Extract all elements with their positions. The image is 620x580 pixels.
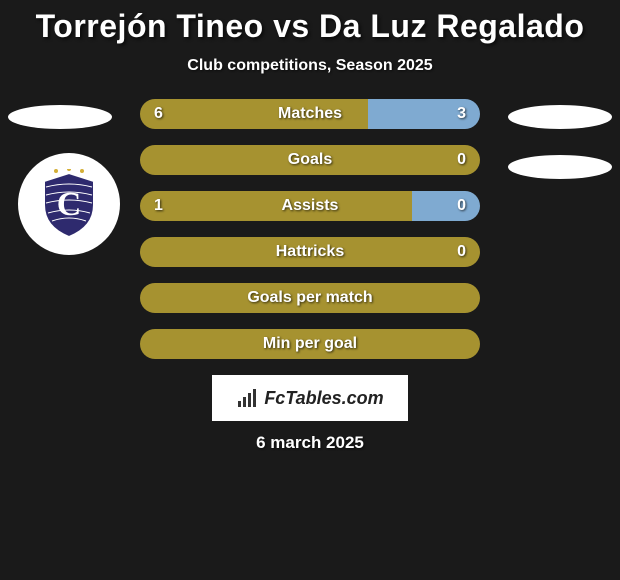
shield-icon: C [38,169,100,239]
stat-value-right: 0 [457,243,466,261]
stat-bar-left-segment [140,329,480,359]
club-logo: C [18,153,120,255]
stat-bar-left-segment [140,191,412,221]
club-logo-circle: C [18,153,120,255]
stat-bar-left-segment [140,99,368,129]
stat-bar-left-segment [140,237,480,267]
stat-bar-row: Hattricks0 [140,237,480,267]
footer-brand-text: FcTables.com [264,388,383,409]
infographic-container: Torrejón Tineo vs Da Luz Regalado Club c… [0,0,620,580]
stat-bar-row: Goals0 [140,145,480,175]
stat-value-left: 6 [154,105,163,123]
stat-value-right: 0 [457,197,466,215]
stat-value-left: 1 [154,197,163,215]
subtitle: Club competitions, Season 2025 [0,57,620,75]
footer-brand-box: FcTables.com [212,375,408,421]
stat-bar-left-segment [140,145,480,175]
player-photo-placeholder-right-1 [508,105,612,129]
page-title: Torrejón Tineo vs Da Luz Regalado [0,8,620,45]
bar-chart-icon [236,387,258,409]
stat-value-right: 3 [457,105,466,123]
player-photo-placeholder-left [8,105,112,129]
stat-bar-row: Goals per match [140,283,480,313]
stat-bar-row: Min per goal [140,329,480,359]
stat-bar-row: 1Assists0 [140,191,480,221]
stat-bar-left-segment [140,283,480,313]
stat-bars: 6Matches3 Goals0 1Assists0 Hattricks0 Goals … [140,99,480,359]
svg-text:C: C [57,186,82,223]
player-photo-placeholder-right-2 [508,155,612,179]
chart-area: C 6Matches3 Goals0 1Assists0 Hattricks0 Goal… [0,99,620,359]
stat-bar-row: 6Matches3 [140,99,480,129]
date-label: 6 march 2025 [0,433,620,453]
stat-bar-right-segment [412,191,480,221]
stat-value-right: 0 [457,151,466,169]
